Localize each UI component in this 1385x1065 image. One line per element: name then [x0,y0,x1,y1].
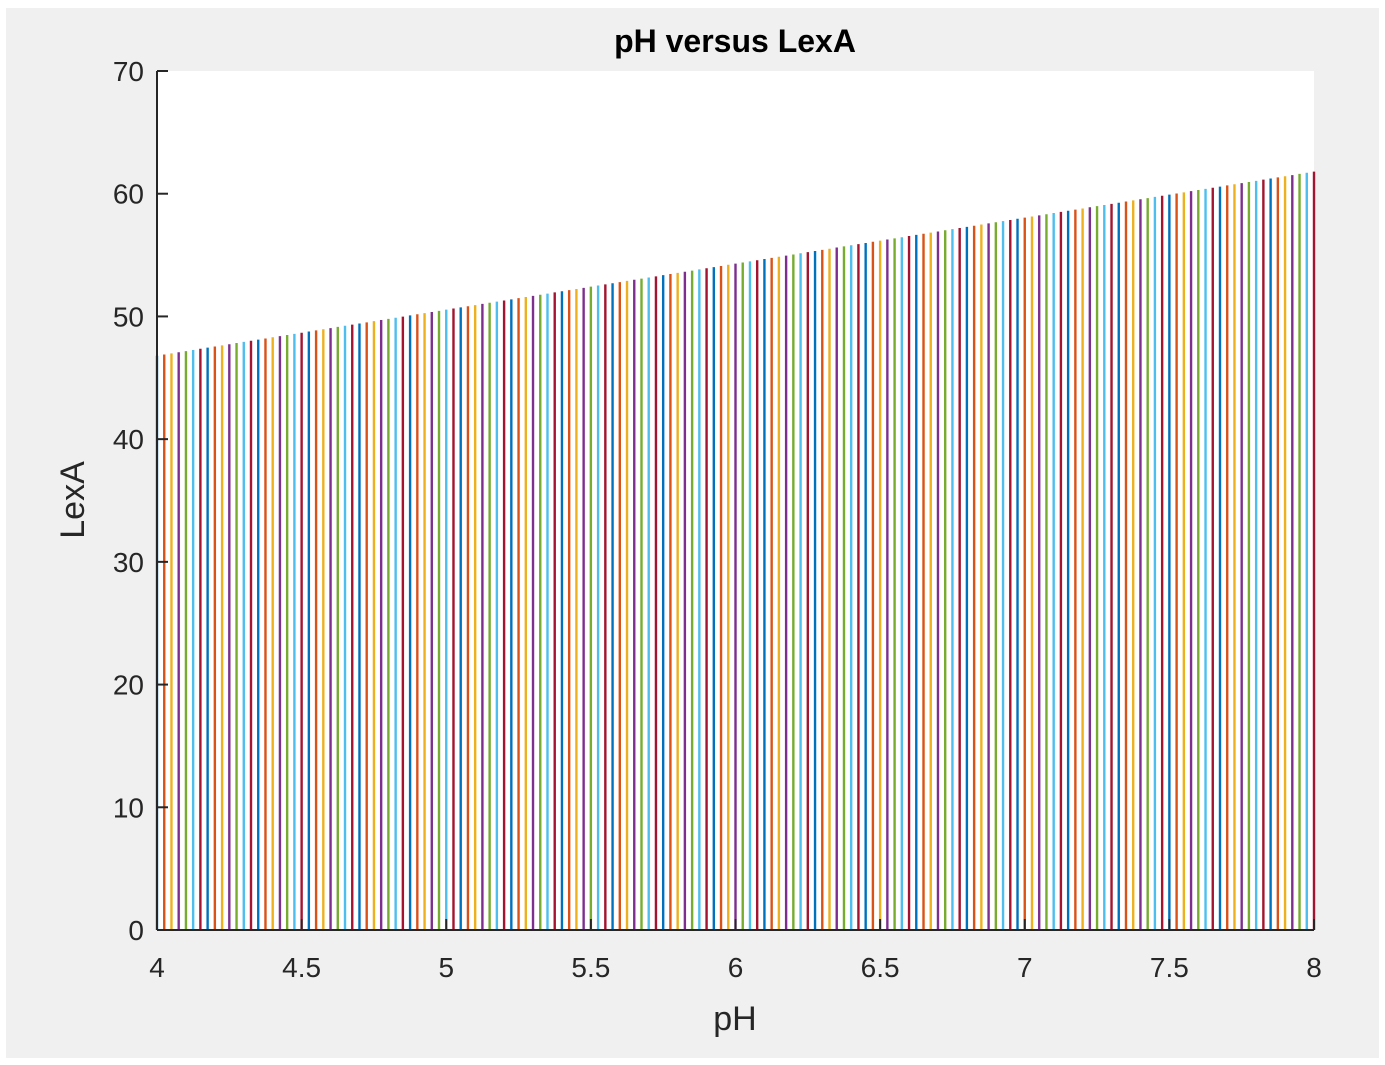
y-tick-label: 40 [113,424,144,455]
x-tick-label: 8 [1306,952,1322,983]
x-tick-label: 7 [1017,952,1033,983]
x-tick-label: 4 [149,952,165,983]
x-tick-label: 7.5 [1150,952,1189,983]
x-axis-title: pH [713,1000,756,1038]
x-tick-label: 5 [438,952,454,983]
y-tick-label: 10 [113,792,144,823]
y-axis-title: LexA [54,461,92,539]
y-tick-label: 20 [113,670,144,701]
y-tick-label: 50 [113,301,144,332]
chart-title: pH versus LexA [614,23,856,59]
tick-group: 4 4.5 5 5.5 6 6.5 7 7.5 8 0 10 20 30 40 50 60 70 [113,56,1322,983]
x-tick-label: 6.5 [861,952,900,983]
x-tick-label: 4.5 [282,952,321,983]
y-tick-label: 70 [113,56,144,87]
x-tick-label: 5.5 [571,952,610,983]
x-tick-label: 6 [728,952,744,983]
bar-group [155,171,1316,930]
lexa-bar-chart: 4 4.5 5 5.5 6 6.5 7 7.5 8 0 10 20 30 40 50 60 70 pH vers… [54,23,1322,1038]
y-tick-label: 60 [113,179,144,210]
y-tick-label: 0 [128,915,144,946]
figure-background: 4 4.5 5 5.5 6 6.5 7 7.5 8 0 10 20 30 40 50 60 70 pH vers… [6,8,1379,1058]
y-tick-label: 30 [113,547,144,578]
